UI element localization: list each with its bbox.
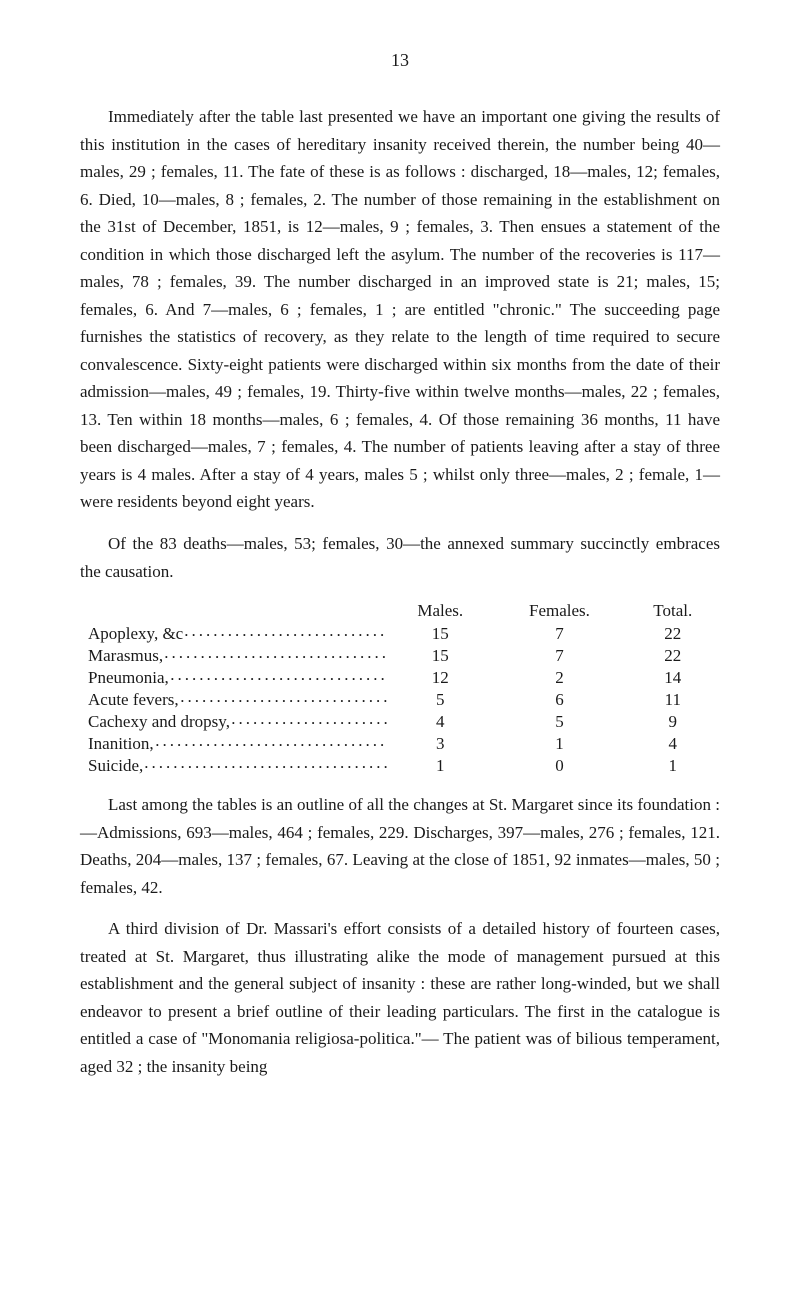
cell-males: 4 xyxy=(387,711,493,733)
row-label: Acute fevers, xyxy=(88,690,181,709)
leader-dots: ........................................… xyxy=(137,753,387,773)
cell-females: 1 xyxy=(493,733,625,755)
table-row: Cachexy and dropsy,.....................… xyxy=(80,711,720,733)
paragraph-4-text: A third division of Dr. Massari's effort… xyxy=(80,919,720,1076)
cell-females: 7 xyxy=(493,645,625,667)
cell-males: 5 xyxy=(387,689,493,711)
paragraph-4: A third division of Dr. Massari's effort… xyxy=(80,915,720,1080)
cell-total: 22 xyxy=(626,623,720,645)
cell-males: 15 xyxy=(387,645,493,667)
cell-males: 12 xyxy=(387,667,493,689)
cell-females: 5 xyxy=(493,711,625,733)
paragraph-1-text: Immediately after the table last present… xyxy=(80,107,720,511)
paragraph-3: Last among the tables is an outline of a… xyxy=(80,791,720,901)
table-row: Marasmus,...............................… xyxy=(80,645,720,667)
row-label: Marasmus, xyxy=(88,646,165,665)
th-males: Males. xyxy=(387,599,493,623)
cell-total: 9 xyxy=(626,711,720,733)
page-number: 13 xyxy=(80,50,720,71)
row-label: Apoplexy, &c xyxy=(88,624,185,643)
th-females: Females. xyxy=(493,599,625,623)
cell-females: 2 xyxy=(493,667,625,689)
th-total: Total. xyxy=(626,599,720,623)
leader-dots: ........................................… xyxy=(163,665,387,685)
table-row: Suicide,................................… xyxy=(80,755,720,777)
paragraph-2: Of the 83 deaths—males, 53; females, 30—… xyxy=(80,530,720,585)
leader-dots: ........................................… xyxy=(157,643,387,663)
paragraph-2-text: Of the 83 deaths—males, 53; females, 30—… xyxy=(80,534,720,581)
paragraph-1: Immediately after the table last present… xyxy=(80,103,720,516)
table-row: Acute fevers,...........................… xyxy=(80,689,720,711)
cell-total: 4 xyxy=(626,733,720,755)
table-row: Pneumonia,..............................… xyxy=(80,667,720,689)
row-label: Pneumonia, xyxy=(88,668,171,687)
leader-dots: ........................................… xyxy=(177,621,387,641)
cell-females: 6 xyxy=(493,689,625,711)
table-row: Inanition,..............................… xyxy=(80,733,720,755)
row-label: Cachexy and dropsy, xyxy=(88,712,232,731)
cell-females: 0 xyxy=(493,755,625,777)
cell-total: 14 xyxy=(626,667,720,689)
table-header-row: Males. Females. Total. xyxy=(80,599,720,623)
leader-dots: ........................................… xyxy=(173,687,387,707)
leader-dots: ........................................… xyxy=(224,709,387,729)
causation-table: Males. Females. Total. Apoplexy, &c.....… xyxy=(80,599,720,777)
row-label: Inanition, xyxy=(88,734,156,753)
paragraph-3-text: Last among the tables is an outline of a… xyxy=(80,795,720,897)
leader-dots: ........................................… xyxy=(148,731,387,751)
table-row: Apoplexy, &c............................… xyxy=(80,623,720,645)
cell-total: 22 xyxy=(626,645,720,667)
cell-males: 15 xyxy=(387,623,493,645)
cell-females: 7 xyxy=(493,623,625,645)
cell-males: 1 xyxy=(387,755,493,777)
cell-total: 1 xyxy=(626,755,720,777)
row-label: Suicide, xyxy=(88,756,145,775)
cell-males: 3 xyxy=(387,733,493,755)
cell-total: 11 xyxy=(626,689,720,711)
